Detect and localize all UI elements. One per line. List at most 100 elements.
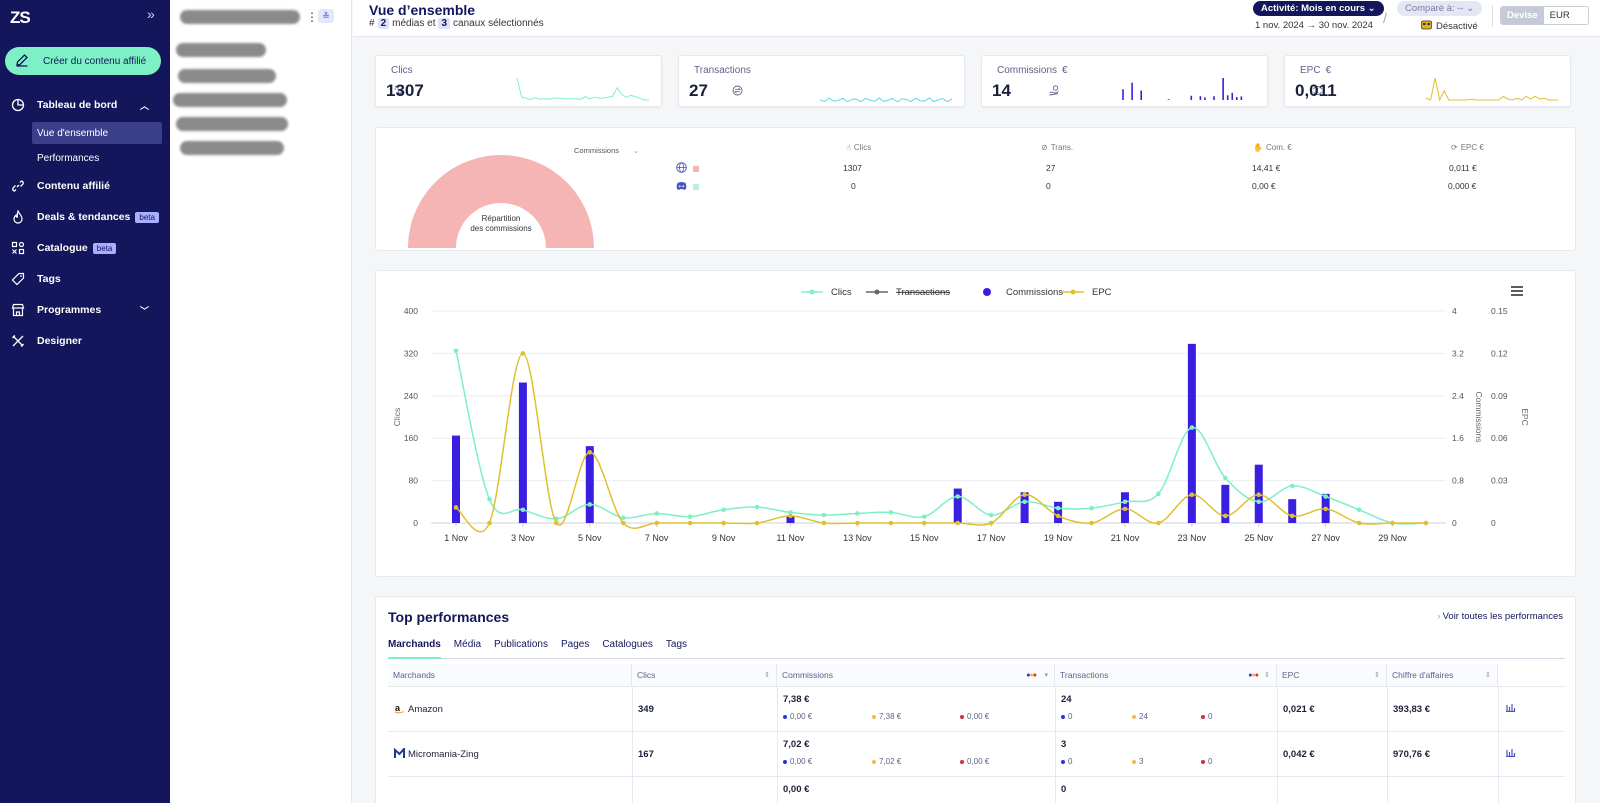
col-header-clicks[interactable]: Clics ⇕ [632, 664, 777, 686]
merchant-name[interactable]: Amazon [408, 704, 443, 715]
redacted-item[interactable] [180, 10, 300, 24]
kpi-card-transactions[interactable]: Transactions 27 [678, 55, 965, 107]
data-point-epc[interactable] [888, 520, 894, 526]
data-point-clics[interactable] [654, 511, 659, 516]
data-point-epc[interactable] [1356, 520, 1362, 526]
data-point-epc[interactable] [520, 351, 526, 356]
data-point-epc[interactable] [687, 520, 693, 526]
data-point-epc[interactable] [1156, 520, 1161, 526]
redacted-item[interactable] [173, 93, 287, 107]
brand-logo[interactable]: ZS [10, 8, 31, 27]
commission-bar[interactable] [1020, 492, 1029, 523]
table-row[interactable]: Micromania-Zing 167 7,02 € 0,00 € 7,02 €… [388, 731, 1565, 776]
data-point-epc[interactable] [587, 450, 593, 455]
data-point-epc[interactable] [988, 520, 994, 526]
distribution-metric-select[interactable]: Commissions ⌄ [574, 146, 639, 155]
kpi-card-clicks[interactable]: Clics 1307 [375, 55, 662, 107]
commission-bar[interactable] [786, 516, 795, 523]
tab-publications[interactable]: Publications [494, 639, 548, 650]
tab-media[interactable]: Média [453, 639, 482, 650]
sidebar-subitem-performances[interactable]: Performances [32, 147, 162, 169]
data-point-clics[interactable] [620, 515, 626, 520]
activity-period-dropdown[interactable]: Activité: Mois en cours ⌄ [1253, 1, 1384, 16]
data-point-epc[interactable] [554, 520, 559, 526]
compare-dropdown[interactable]: Comparé à: -- ⌄ [1397, 1, 1483, 16]
data-point-epc[interactable] [1055, 513, 1061, 519]
col-header-commissions[interactable]: Commissions ●●● ▾ [777, 664, 1055, 686]
redacted-item[interactable] [176, 43, 266, 57]
data-point-clics[interactable] [1089, 505, 1094, 511]
data-point-epc[interactable] [1189, 492, 1195, 498]
sort-icon[interactable]: ⇕ [1374, 672, 1380, 679]
data-point-epc[interactable] [1223, 513, 1228, 519]
sidebar-item-dashboard[interactable]: Tableau de bord ︿ [10, 95, 149, 115]
data-point-clics[interactable] [520, 507, 526, 513]
commission-bar[interactable] [452, 435, 460, 523]
col-header-transactions[interactable]: Transactions ●●● ⇕ [1055, 664, 1277, 686]
data-point-epc[interactable] [955, 520, 961, 526]
data-point-epc[interactable] [721, 520, 726, 526]
redacted-item[interactable] [178, 69, 276, 83]
commission-bar[interactable] [1054, 501, 1063, 523]
data-point-clics[interactable] [453, 348, 459, 354]
data-point-clics[interactable] [1189, 425, 1195, 430]
data-point-clics[interactable] [687, 514, 693, 519]
data-point-clics[interactable] [1323, 494, 1328, 499]
tab-pages[interactable]: Pages [560, 639, 590, 650]
sidebar-item-tags[interactable]: Tags [10, 269, 61, 289]
data-point-clics[interactable] [587, 502, 593, 507]
kpi-card-epc[interactable]: EPC € 0,011 [1284, 55, 1571, 107]
more-options-icon[interactable]: ⋮ [306, 10, 318, 24]
currency-select[interactable]: Devise EUR [1500, 6, 1589, 25]
tab-tags[interactable]: Tags [665, 639, 688, 650]
redacted-item[interactable] [176, 117, 288, 131]
bar-chart-icon[interactable] [1505, 747, 1516, 760]
legend-item[interactable]: EPC [1062, 287, 1112, 298]
data-point-clics[interactable] [821, 512, 827, 518]
commission-bar[interactable] [1187, 343, 1196, 523]
legend-item[interactable]: Clics [801, 287, 852, 298]
data-point-clics[interactable] [788, 510, 793, 515]
data-point-clics[interactable] [888, 510, 894, 515]
commission-bar[interactable] [1221, 484, 1230, 523]
data-point-epc[interactable] [1089, 520, 1094, 526]
sidebar-item-deals[interactable]: Deals & tendances beta [10, 207, 159, 227]
legend-item[interactable]: Transactions [866, 287, 950, 298]
data-point-epc[interactable] [487, 520, 492, 526]
redacted-item[interactable] [180, 141, 284, 155]
sidebar-item-designer[interactable]: Designer [10, 331, 82, 351]
data-point-epc[interactable] [1423, 520, 1429, 526]
data-point-epc[interactable] [1256, 492, 1262, 498]
table-row[interactable]: a Amazon 349 7,38 € 0,00 € 7,38 € 0,00 €… [388, 686, 1565, 731]
data-point-epc[interactable] [788, 513, 793, 519]
data-point-epc[interactable] [754, 520, 760, 526]
data-point-clics[interactable] [1223, 475, 1228, 481]
data-point-clics[interactable] [487, 496, 492, 502]
data-point-clics[interactable] [1356, 507, 1362, 513]
data-point-epc[interactable] [620, 520, 626, 526]
data-point-epc[interactable] [855, 520, 860, 526]
data-point-clics[interactable] [1256, 499, 1262, 505]
collapse-sidebar-icon[interactable]: » [147, 6, 155, 22]
col-header-epc[interactable]: EPC ⇕ [1277, 664, 1387, 686]
sidebar-subitem-overview[interactable]: Vue d'ensemble [32, 122, 162, 144]
data-point-epc[interactable] [821, 520, 827, 526]
commission-bar[interactable] [585, 446, 594, 523]
col-header-merchants[interactable]: Marchands [388, 664, 632, 686]
data-point-epc[interactable] [654, 520, 659, 526]
merchant-name[interactable]: Micromania-Zing [408, 749, 479, 760]
data-point-clics[interactable] [721, 507, 726, 513]
data-point-epc[interactable] [1122, 506, 1128, 512]
data-point-clics[interactable] [1055, 505, 1061, 511]
data-point-clics[interactable] [754, 504, 760, 510]
tab-merchants[interactable]: Marchands [388, 637, 441, 659]
data-point-epc[interactable] [453, 505, 459, 510]
see-all-performances-link[interactable]: › Voir toutes les performances [1437, 611, 1563, 622]
data-point-clics[interactable] [988, 512, 994, 518]
sort-desc-icon[interactable]: ▾ [1044, 672, 1048, 679]
data-point-clics[interactable] [1289, 483, 1295, 489]
data-point-clics[interactable] [1156, 491, 1161, 497]
kpi-card-commissions[interactable]: Commissions € 14 [981, 55, 1268, 107]
commission-bar[interactable] [953, 488, 962, 523]
chart-menu-icon[interactable] [1511, 286, 1523, 296]
